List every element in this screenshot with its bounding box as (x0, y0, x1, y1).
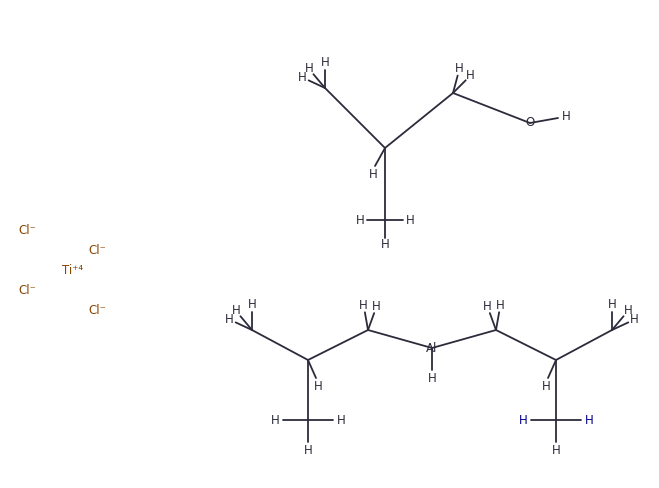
Text: H: H (225, 313, 234, 326)
Text: H: H (304, 62, 313, 75)
Text: H: H (542, 380, 550, 392)
Text: Cl⁻: Cl⁻ (88, 304, 106, 317)
Text: Cl⁻: Cl⁻ (18, 284, 36, 297)
Text: H: H (359, 299, 368, 312)
Text: H: H (519, 413, 527, 427)
Text: H: H (467, 69, 475, 82)
Text: H: H (298, 71, 306, 84)
Text: H: H (630, 313, 639, 326)
Text: H: H (321, 57, 330, 69)
Text: Al: Al (426, 342, 438, 354)
Text: Cl⁻: Cl⁻ (18, 224, 36, 237)
Text: H: H (231, 305, 241, 317)
Text: H: H (372, 300, 381, 313)
Text: Cl⁻: Cl⁻ (88, 244, 106, 257)
Text: H: H (356, 214, 364, 226)
Text: H: H (608, 299, 616, 311)
Text: H: H (304, 444, 312, 456)
Text: H: H (406, 214, 415, 226)
Text: O: O (525, 117, 534, 129)
Text: H: H (585, 413, 593, 427)
Text: H: H (561, 110, 571, 123)
Text: H: H (496, 299, 505, 312)
Text: H: H (368, 167, 378, 181)
Text: H: H (623, 305, 633, 317)
Text: H: H (314, 380, 322, 392)
Text: H: H (271, 413, 279, 427)
Text: H: H (381, 239, 389, 251)
Text: H: H (248, 299, 256, 311)
Text: H: H (337, 413, 345, 427)
Text: Ti⁺⁴: Ti⁺⁴ (62, 264, 83, 277)
Text: H: H (552, 444, 560, 456)
Text: H: H (455, 62, 464, 75)
Text: H: H (428, 371, 436, 385)
Text: H: H (483, 300, 492, 313)
